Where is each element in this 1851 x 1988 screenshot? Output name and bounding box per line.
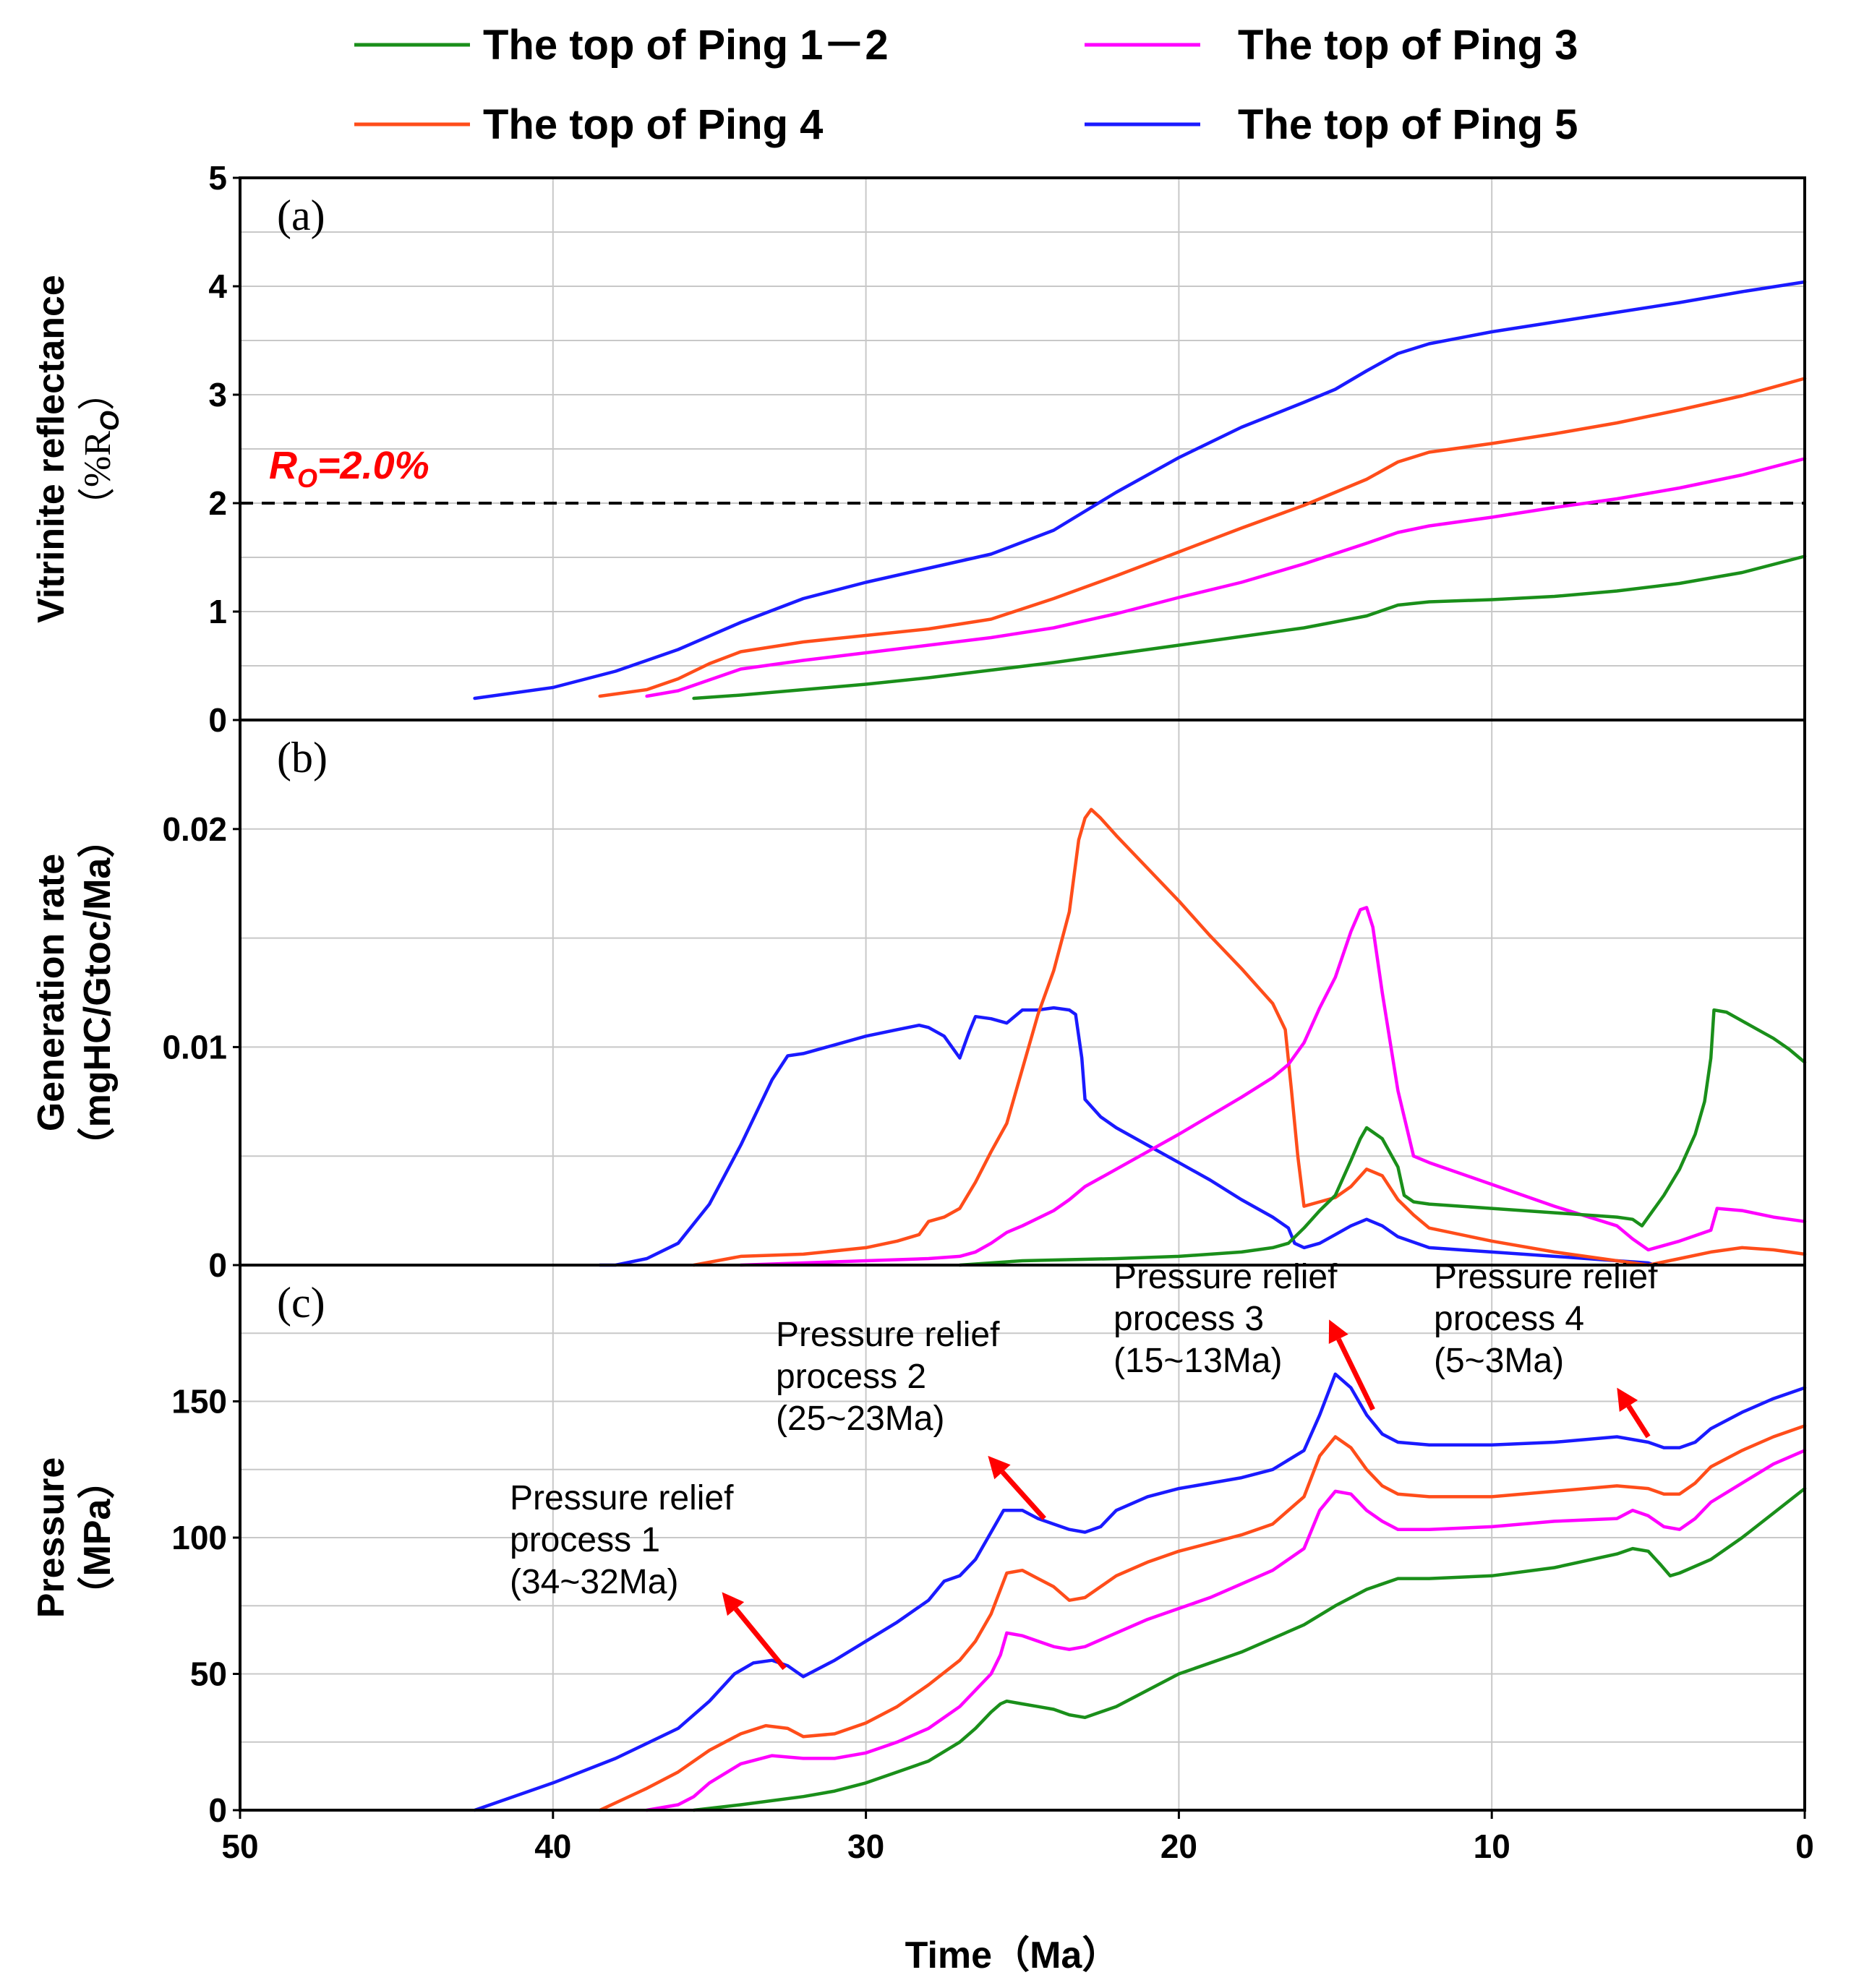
series-line-c-p5	[473, 1372, 1807, 1812]
x-tick-label: 50	[221, 1828, 258, 1865]
x-axis: 50 40 30 20 10 0	[221, 1810, 1814, 1865]
annotation-arrowhead-3	[1328, 1319, 1348, 1344]
legend-label-ping-1-2: The top of Ping 1－2	[483, 22, 889, 69]
x-tick-label: 20	[1160, 1828, 1197, 1865]
series-line-a-p4	[598, 377, 1807, 698]
y-axis-subtitle-a: （%RO）	[77, 373, 124, 525]
y-tick-label-b: 0.02	[162, 810, 227, 848]
annotation-arrow-3	[1336, 1337, 1375, 1411]
series-line-b-p4	[692, 807, 1807, 1267]
y-axis-title-c: Pressure	[30, 1457, 72, 1619]
panel-label-b: (b)	[277, 734, 328, 781]
x-axis-title: Time（Ma）	[905, 1935, 1120, 1976]
y-tick-label-a: 1	[208, 593, 227, 630]
annotation-pressure-relief-3: Pressure relief process 3 (15~13Ma)	[1113, 1258, 1338, 1380]
series-line-b-p12	[958, 1008, 1807, 1267]
panel-c-pressure: Pressure relief process 1 (34~32Ma) Pressur…	[30, 1258, 1807, 1829]
x-tick-label: 10	[1474, 1828, 1510, 1865]
series-line-a-p12	[692, 554, 1807, 700]
x-tick-label: 0	[1795, 1828, 1814, 1865]
y-tick-label-b: 0	[208, 1246, 227, 1284]
y-tick-label-c: 0	[208, 1791, 227, 1829]
annotation-pressure-relief-1: Pressure relief process 1 (34~32Ma)	[510, 1479, 734, 1601]
reference-line-label: RO=2.0%	[269, 444, 429, 493]
annotation-arrowhead-1	[722, 1592, 745, 1616]
series-line-b-p5	[598, 1006, 1657, 1267]
y-tick-label-b: 0.01	[162, 1028, 227, 1066]
plot-frame-b	[239, 719, 1806, 1267]
y-tick-label-c: 100	[171, 1519, 227, 1556]
y-tick-label-c: 50	[190, 1655, 227, 1693]
series-line-a-p3	[645, 457, 1807, 698]
legend-label-ping-4: The top of Ping 4	[483, 101, 823, 148]
annotation-arrow-2	[1000, 1470, 1046, 1520]
legend-label-ping-3: The top of Ping 3	[1238, 22, 1578, 69]
series-line-a-p5	[473, 280, 1807, 700]
y-axis-title-b: Generation rate	[30, 854, 72, 1131]
panel-label-c: (c)	[277, 1279, 325, 1327]
panel-b-generation-rate: 0 0.01 0.02 (b) Generation rate （mgHC/Gtoc/Ma…	[30, 719, 1807, 1284]
annotation-arrow-4	[1626, 1405, 1651, 1439]
y-tick-label-a: 2	[208, 484, 227, 522]
annotation-arrowhead-2	[988, 1455, 1011, 1480]
annotation-arrowhead-4	[1617, 1387, 1638, 1413]
annotation-pressure-relief-4: Pressure relief process 4 (5~3Ma)	[1434, 1258, 1658, 1380]
panel-a-vitrinite-reflectance: RO=2.0% 0 1 2 3 4 5 (a) Vitrinite reflectance （%R…	[30, 159, 1807, 739]
y-tick-label-a: 4	[208, 267, 227, 305]
y-axis-subtitle-c: （MPa）	[77, 1462, 119, 1614]
y-axis-title-a: Vitrinite reflectance	[30, 275, 72, 623]
y-tick-label-a: 5	[208, 159, 227, 197]
series-line-c-p12	[692, 1486, 1807, 1812]
annotation-arrow-1	[733, 1607, 787, 1671]
annotation-pressure-relief-2: Pressure relief process 2 (25~23Ma)	[776, 1316, 1000, 1438]
legend: The top of Ping 1－2 The top of Ping 3 Th…	[354, 22, 1578, 148]
y-tick-label-a: 3	[208, 376, 227, 414]
panel-label-a: (a)	[277, 192, 325, 239]
legend-label-ping-5: The top of Ping 5	[1238, 101, 1578, 148]
y-tick-label-a: 0	[208, 701, 227, 739]
series-line-b-p3	[739, 906, 1807, 1267]
x-tick-label: 30	[847, 1828, 884, 1865]
y-tick-label-c: 150	[171, 1383, 227, 1421]
series-line-c-p3	[645, 1449, 1807, 1812]
y-axis-subtitle-b: （mgHC/Gtoc/Ma）	[77, 821, 119, 1165]
x-tick-label: 40	[534, 1828, 571, 1865]
series-line-c-p4	[598, 1424, 1807, 1812]
